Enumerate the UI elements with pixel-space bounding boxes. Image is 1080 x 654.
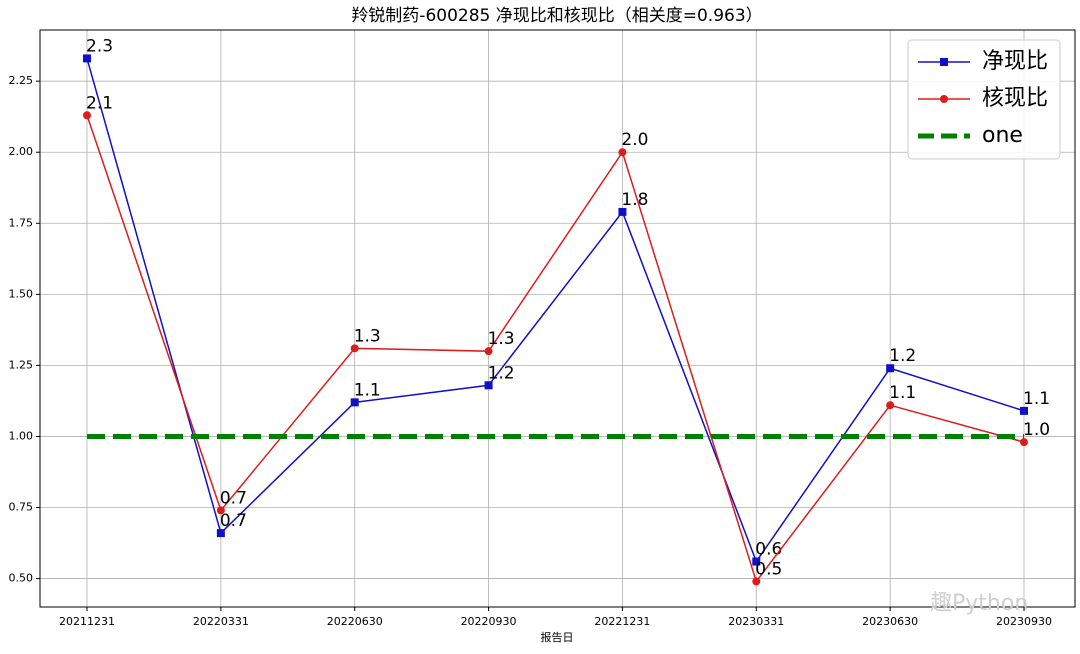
data-label: 0.7 (220, 488, 247, 508)
y-tick-label: 2.00 (9, 145, 34, 158)
data-label: 0.7 (220, 511, 247, 531)
x-tick-label: 20230630 (862, 615, 918, 628)
data-point (886, 364, 895, 373)
data-label: 0.6 (755, 540, 782, 560)
data-point (83, 111, 91, 120)
data-point (484, 347, 493, 356)
chart-title: 羚锐制药-600285 净现比和核现比（相关度=0.963） (351, 6, 762, 26)
data-label: 2.0 (621, 130, 648, 150)
y-tick-label: 1.25 (9, 358, 34, 371)
data-label: 1.2 (889, 346, 916, 366)
data-point (350, 398, 359, 407)
legend-marker (940, 58, 948, 66)
data-point (484, 381, 493, 390)
plot-frame (39, 29, 1076, 608)
data-label: 1.0 (1023, 420, 1050, 440)
legend-label: one (982, 123, 1023, 148)
series-line (86, 58, 1025, 564)
legend-marker (940, 95, 948, 103)
x-tick-label: 20211231 (59, 615, 115, 628)
data-point (752, 557, 761, 566)
x-tick-label: 20221231 (594, 615, 650, 628)
legend-label: 净现比 (982, 49, 1048, 74)
data-label: 1.1 (354, 380, 381, 400)
y-tick-label: 1.00 (9, 429, 34, 442)
y-tick-label: 1.50 (9, 287, 34, 300)
data-label: 1.8 (621, 190, 648, 210)
data-label: 2.3 (86, 36, 113, 56)
y-tick-label: 0.75 (9, 501, 34, 514)
data-label: 2.1 (86, 93, 113, 113)
data-label: 1.1 (1023, 389, 1050, 409)
data-point (886, 401, 895, 410)
data-point (1020, 438, 1028, 447)
x-tick-label: 20220331 (193, 615, 249, 628)
data-point (216, 529, 225, 538)
x-tick-label: 20220930 (461, 615, 517, 628)
data-point (350, 344, 359, 353)
data-label: 1.2 (488, 363, 515, 383)
y-tick-label: 1.75 (9, 216, 34, 229)
watermark: 趣Python (930, 591, 1028, 616)
data-point (618, 148, 627, 157)
data-point (216, 506, 225, 515)
y-tick-label: 0.50 (9, 572, 34, 585)
x-axis-label: 报告日 (541, 630, 574, 644)
y-tick-label: 2.25 (9, 74, 34, 87)
data-label: 0.5 (755, 559, 782, 579)
data-label: 1.3 (488, 329, 515, 349)
data-label: 1.3 (354, 326, 381, 346)
x-tick-label: 20230331 (728, 615, 784, 628)
data-point (1020, 406, 1028, 415)
x-tick-label: 20230930 (996, 615, 1052, 628)
data-point (752, 577, 761, 586)
legend-label: 核现比 (982, 86, 1048, 111)
data-label: 1.1 (889, 383, 916, 403)
data-point (618, 207, 627, 216)
data-point (83, 54, 91, 63)
legend-box (907, 39, 1061, 160)
x-tick-label: 20220630 (327, 615, 383, 628)
